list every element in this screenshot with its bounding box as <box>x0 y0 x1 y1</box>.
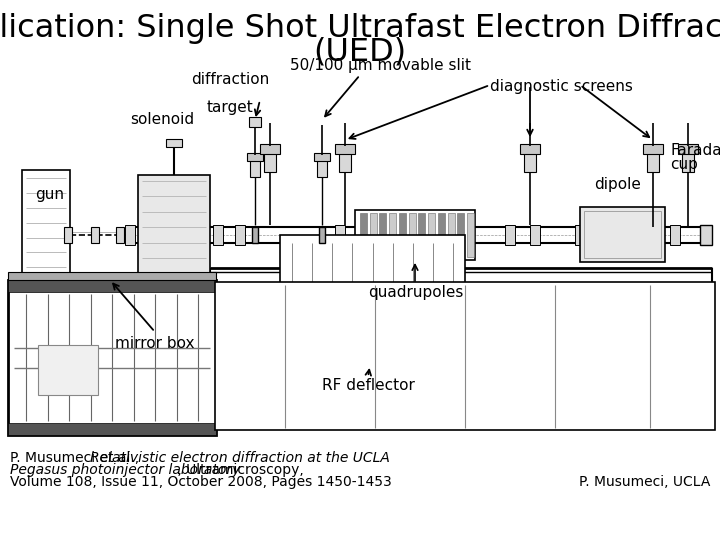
Bar <box>250 159 260 177</box>
Bar <box>600 225 610 245</box>
Bar <box>215 282 715 430</box>
Bar <box>678 144 698 154</box>
Bar <box>314 153 330 161</box>
Text: RF deflector: RF deflector <box>322 377 415 393</box>
Bar <box>467 213 474 257</box>
Text: target: target <box>207 100 253 115</box>
Bar <box>643 144 663 154</box>
Bar <box>355 225 365 245</box>
Bar <box>260 144 280 154</box>
Bar <box>379 213 387 257</box>
Bar <box>505 225 515 245</box>
Bar <box>264 152 276 172</box>
Bar <box>8 423 216 435</box>
Text: diagnostic screens: diagnostic screens <box>490 79 633 94</box>
Bar <box>438 213 445 257</box>
Bar <box>360 213 367 257</box>
Bar <box>247 153 263 161</box>
Text: Volume 108, Issue 11, October 2008, Pages 1450-1453: Volume 108, Issue 11, October 2008, Page… <box>10 475 392 489</box>
Bar <box>370 213 377 257</box>
Text: P. Musumeci, UCLA: P. Musumeci, UCLA <box>579 475 710 489</box>
Bar <box>166 139 182 147</box>
Bar <box>415 225 425 245</box>
Bar <box>418 213 426 257</box>
Text: Pegasus photoinjector laboratory: Pegasus photoinjector laboratory <box>10 463 240 477</box>
Bar <box>670 225 680 245</box>
Text: 50/100 μm movable slit: 50/100 μm movable slit <box>289 58 470 73</box>
Bar <box>520 144 540 154</box>
Bar <box>335 144 355 154</box>
Bar <box>91 227 99 243</box>
Bar <box>584 211 661 258</box>
Text: diffraction: diffraction <box>191 72 269 87</box>
Bar <box>355 210 475 260</box>
Bar <box>335 225 345 245</box>
Text: solenoid: solenoid <box>130 112 194 127</box>
Text: Relativistic electron diffraction at the UCLA: Relativistic electron diffraction at the… <box>90 451 390 465</box>
Bar <box>530 225 540 245</box>
Text: Faraday: Faraday <box>670 143 720 158</box>
Text: , Ultramicroscopy,: , Ultramicroscopy, <box>173 463 304 477</box>
Text: Application: Single Shot Ultrafast Electron Diffraction: Application: Single Shot Ultrafast Elect… <box>0 14 720 44</box>
Text: cup: cup <box>670 157 698 172</box>
Bar <box>317 159 327 177</box>
Bar <box>647 152 659 172</box>
Text: P. Musumeci et al.,: P. Musumeci et al., <box>10 451 143 465</box>
Bar <box>235 225 245 245</box>
Text: mirror box: mirror box <box>115 335 194 350</box>
Bar <box>64 227 72 243</box>
Bar <box>700 225 712 245</box>
Bar <box>249 117 261 127</box>
Bar <box>580 207 665 262</box>
Bar <box>682 152 694 172</box>
Text: dipole: dipole <box>594 178 641 192</box>
Bar <box>448 213 454 257</box>
Bar <box>339 152 351 172</box>
Bar <box>38 345 98 395</box>
Bar <box>138 175 210 295</box>
Text: quadrupoles: quadrupoles <box>368 285 464 300</box>
Bar <box>319 227 325 243</box>
Bar <box>213 225 223 245</box>
Bar <box>116 227 124 243</box>
Bar <box>22 170 70 320</box>
Bar <box>409 213 415 257</box>
Bar <box>457 213 464 257</box>
Bar <box>8 272 216 280</box>
Bar <box>252 227 258 243</box>
Bar <box>524 152 536 172</box>
Bar <box>8 280 216 292</box>
Bar <box>280 235 465 365</box>
Bar <box>390 213 396 257</box>
Bar <box>428 213 435 257</box>
Bar <box>125 225 135 245</box>
Bar <box>399 213 406 257</box>
Text: (UED): (UED) <box>313 37 407 68</box>
Bar <box>645 225 655 245</box>
Text: gun: gun <box>35 187 64 202</box>
Bar <box>575 225 585 245</box>
Bar <box>8 280 216 435</box>
